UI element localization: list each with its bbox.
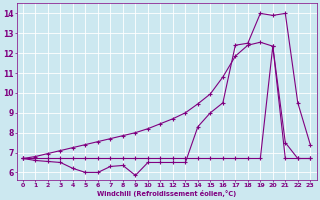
X-axis label: Windchill (Refroidissement éolien,°C): Windchill (Refroidissement éolien,°C) xyxy=(97,190,236,197)
